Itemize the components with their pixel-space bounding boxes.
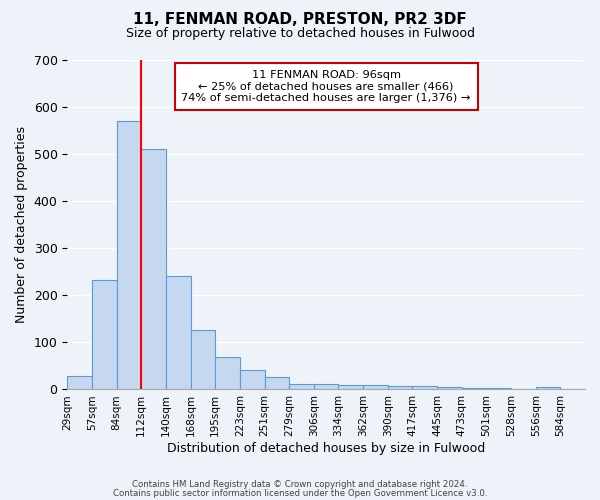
Bar	[191, 330, 215, 390]
Bar	[240, 370, 265, 390]
Bar	[265, 377, 289, 390]
Text: Contains HM Land Registry data © Crown copyright and database right 2024.: Contains HM Land Registry data © Crown c…	[132, 480, 468, 489]
Bar	[166, 276, 191, 390]
Bar	[536, 387, 560, 390]
Bar	[67, 376, 92, 390]
Bar	[487, 388, 511, 390]
Bar	[92, 280, 116, 390]
X-axis label: Distribution of detached houses by size in Fulwood: Distribution of detached houses by size …	[167, 442, 485, 455]
Bar	[412, 386, 437, 390]
Text: 11, FENMAN ROAD, PRESTON, PR2 3DF: 11, FENMAN ROAD, PRESTON, PR2 3DF	[133, 12, 467, 28]
Bar	[388, 386, 412, 390]
Text: Size of property relative to detached houses in Fulwood: Size of property relative to detached ho…	[125, 28, 475, 40]
Bar	[437, 387, 462, 390]
Bar	[338, 385, 363, 390]
Bar	[511, 388, 536, 390]
Bar	[363, 385, 388, 390]
Bar	[560, 388, 585, 390]
Bar	[215, 356, 240, 390]
Bar	[462, 388, 487, 390]
Bar	[314, 384, 338, 390]
Bar	[141, 150, 166, 390]
Bar	[289, 384, 314, 390]
Text: Contains public sector information licensed under the Open Government Licence v3: Contains public sector information licen…	[113, 489, 487, 498]
Text: 11 FENMAN ROAD: 96sqm
← 25% of detached houses are smaller (466)
74% of semi-det: 11 FENMAN ROAD: 96sqm ← 25% of detached …	[181, 70, 471, 103]
Y-axis label: Number of detached properties: Number of detached properties	[15, 126, 28, 323]
Bar	[116, 121, 141, 390]
